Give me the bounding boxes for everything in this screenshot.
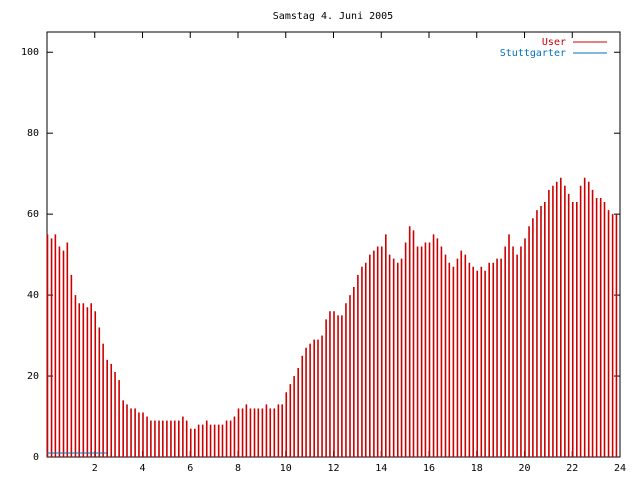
x-tick-label: 10 [280,463,292,474]
x-tick-label: 8 [235,463,241,474]
x-tick-label: 20 [518,463,530,474]
y-tick-label: 80 [27,128,39,139]
y-tick-label: 60 [27,209,39,220]
x-tick-label: 4 [139,463,145,474]
y-tick-label: 40 [27,290,39,301]
y-tick-label: 100 [21,47,39,58]
x-tick-label: 18 [471,463,483,474]
x-tick-label: 6 [187,463,193,474]
x-tick-label: 2 [92,463,98,474]
legend-label: User [542,37,566,48]
x-tick-label: 24 [614,463,626,474]
y-tick-label: 20 [27,371,39,382]
x-tick-label: 16 [423,463,435,474]
x-tick-label: 12 [327,463,339,474]
x-tick-label: 14 [375,463,387,474]
x-tick-label: 22 [566,463,578,474]
legend-label: Stuttgarter [500,48,566,59]
chart-title: Samstag 4. Juni 2005 [273,11,393,22]
y-tick-label: 0 [33,452,39,463]
